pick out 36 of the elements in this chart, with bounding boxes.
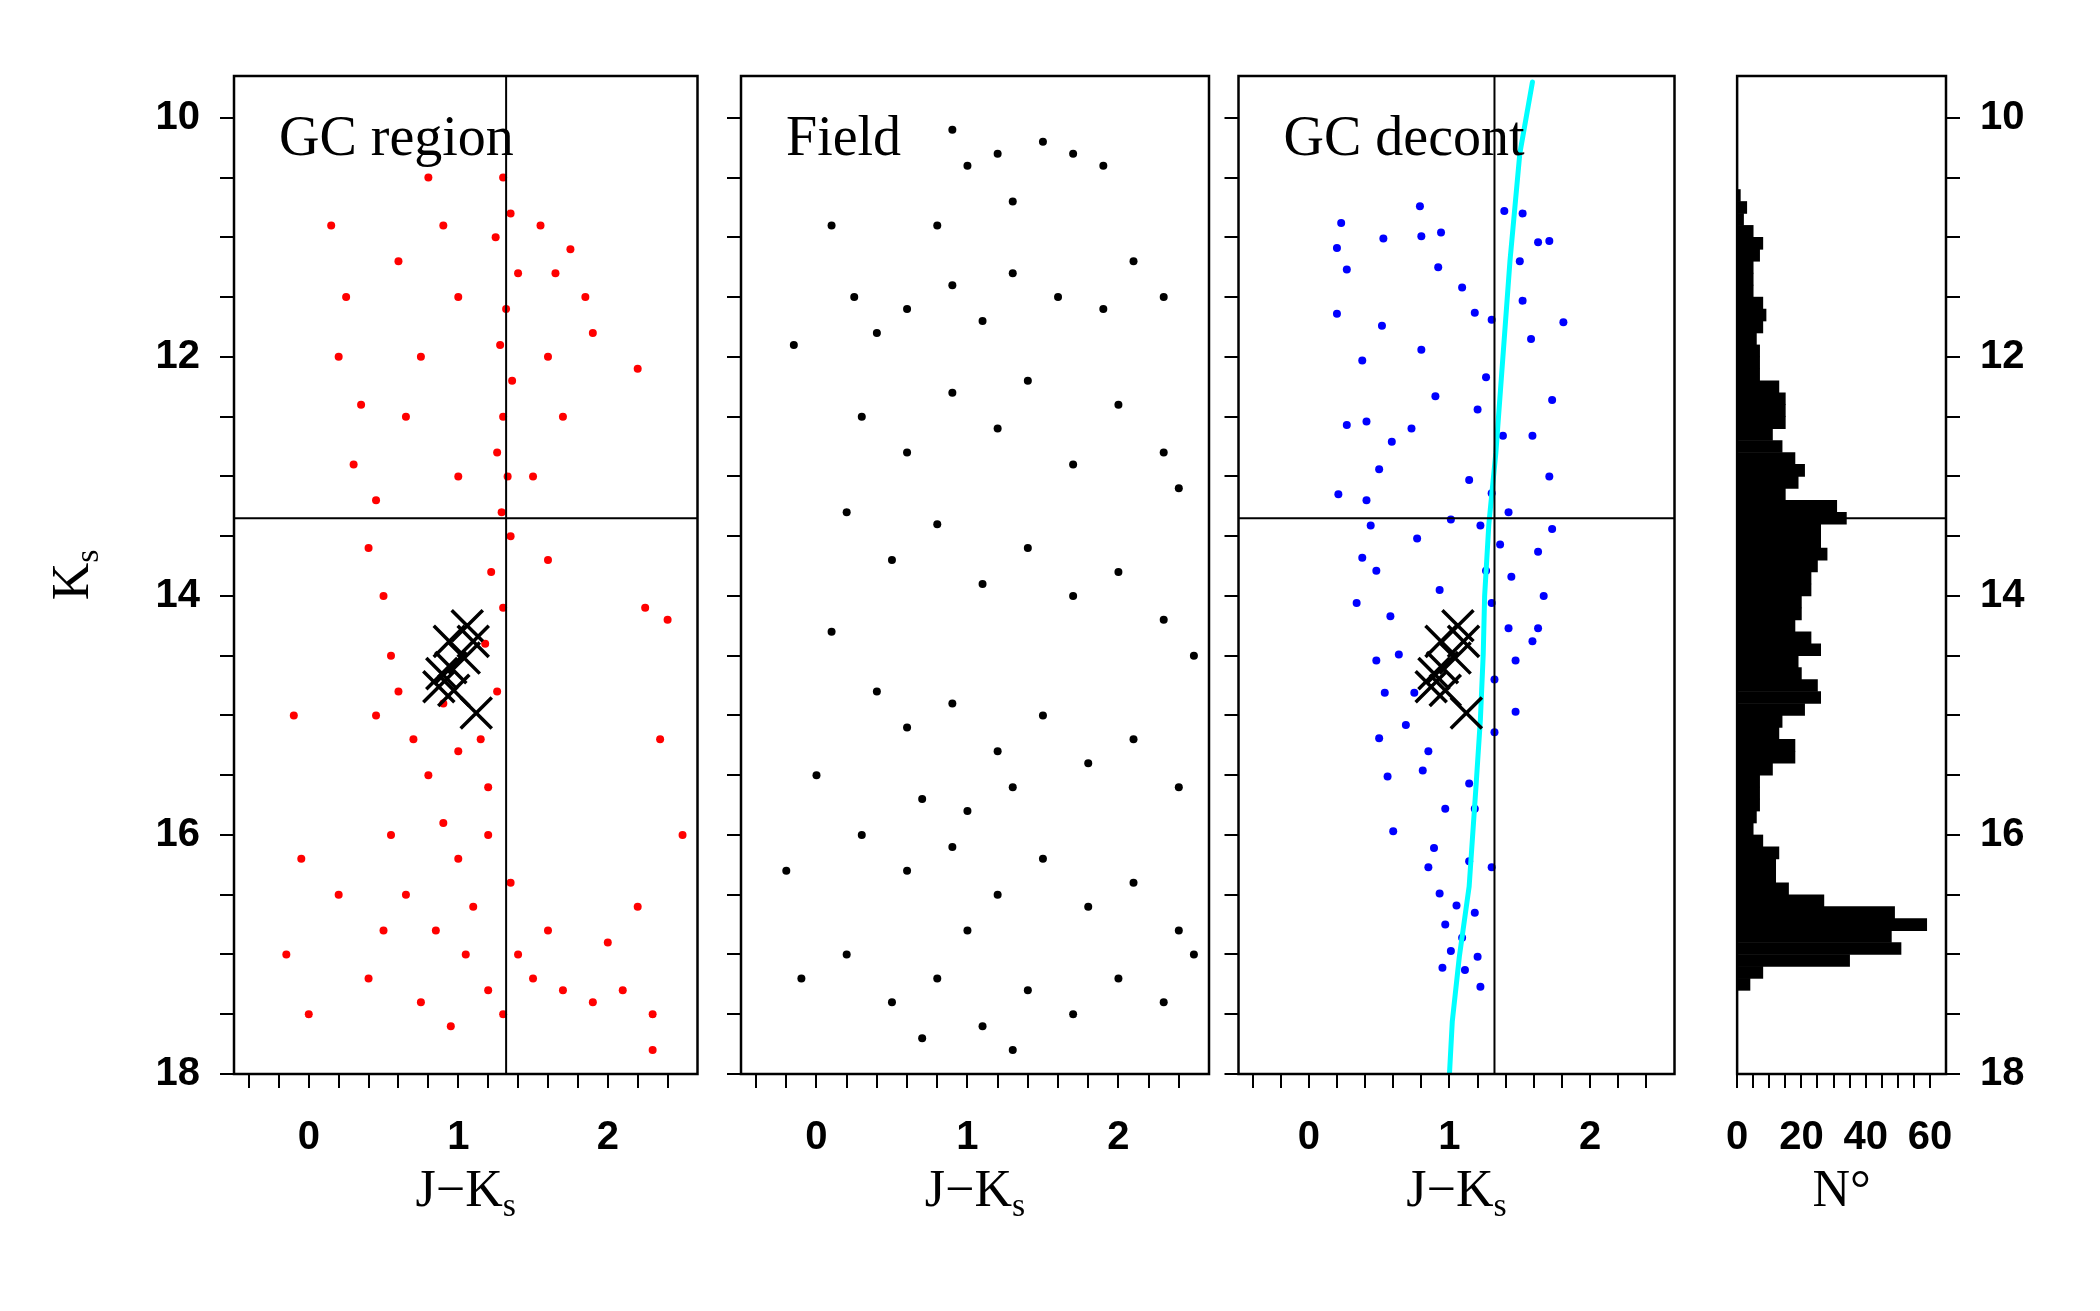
y-tick-label: 10 [155, 92, 200, 137]
x-tick-label: 20 [1779, 1113, 1824, 1158]
point [436, 673, 472, 708]
point [1427, 673, 1463, 708]
point [458, 695, 494, 731]
point [421, 669, 457, 705]
point [1413, 669, 1449, 705]
text: Field [786, 104, 902, 167]
x-tick-label: 60 [1907, 1113, 1953, 1158]
y-tick-label: 18 [1980, 1049, 2025, 1094]
x-tick-label: 2 [596, 1113, 619, 1158]
x-tick-label: 2 [1107, 1113, 1130, 1158]
y-tick-label: 16 [1980, 809, 2025, 854]
y-axis-title: Ks [41, 549, 106, 601]
y-tick-label: 14 [1980, 570, 2026, 615]
point [1446, 624, 1481, 659]
y-tick-label: 12 [1980, 331, 2025, 376]
y-tick-label: 12 [155, 331, 200, 376]
x-tick-label: 1 [447, 1113, 470, 1158]
point [1449, 695, 1484, 731]
x-tick-label: 0 [805, 1113, 828, 1158]
x-tick-label: 0 [297, 1113, 320, 1158]
point [424, 656, 460, 691]
x-tick-label: 0 [1297, 1113, 1320, 1158]
x-tick-label: 2 [1578, 1113, 1602, 1158]
y-tick-label: 14 [155, 570, 201, 615]
y-tick-label: 18 [155, 1049, 200, 1094]
point [1416, 656, 1452, 691]
point [455, 624, 491, 659]
x-tick-label: 1 [956, 1113, 979, 1158]
x-tick-label: 40 [1843, 1113, 1888, 1158]
x-tick-label: 0 [1726, 1113, 1749, 1158]
x-axis-title: N° [1812, 1159, 1871, 1217]
x-tick-label: 1 [1438, 1113, 1461, 1158]
y-tick-label: 10 [1980, 92, 2025, 137]
y-tick-label: 16 [155, 809, 200, 854]
